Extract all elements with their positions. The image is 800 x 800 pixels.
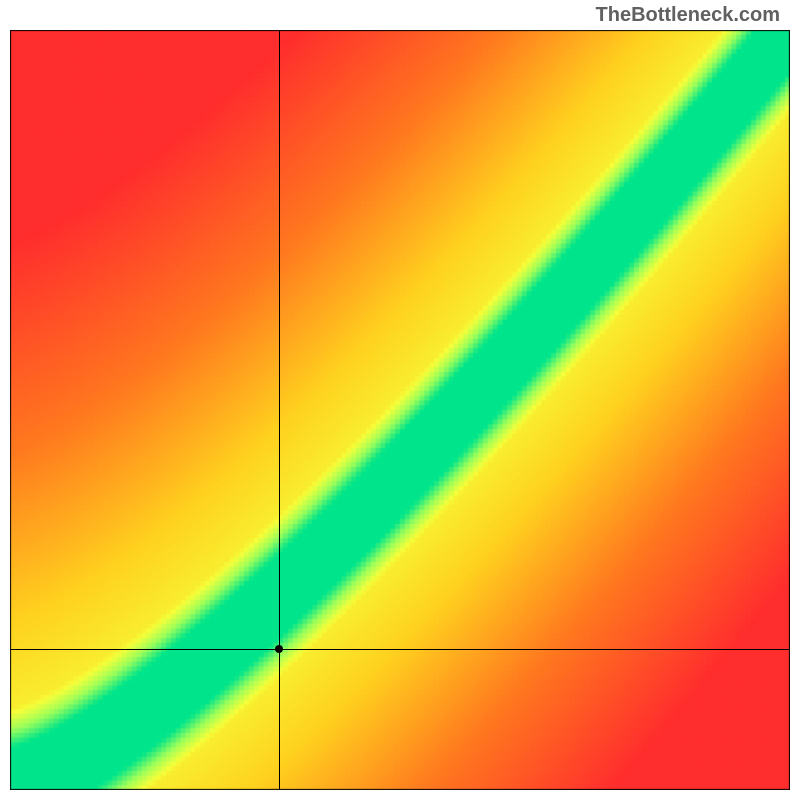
watermark-text: TheBottleneck.com [596,4,780,27]
heatmap-plot [10,30,790,790]
heatmap-canvas [10,30,790,790]
